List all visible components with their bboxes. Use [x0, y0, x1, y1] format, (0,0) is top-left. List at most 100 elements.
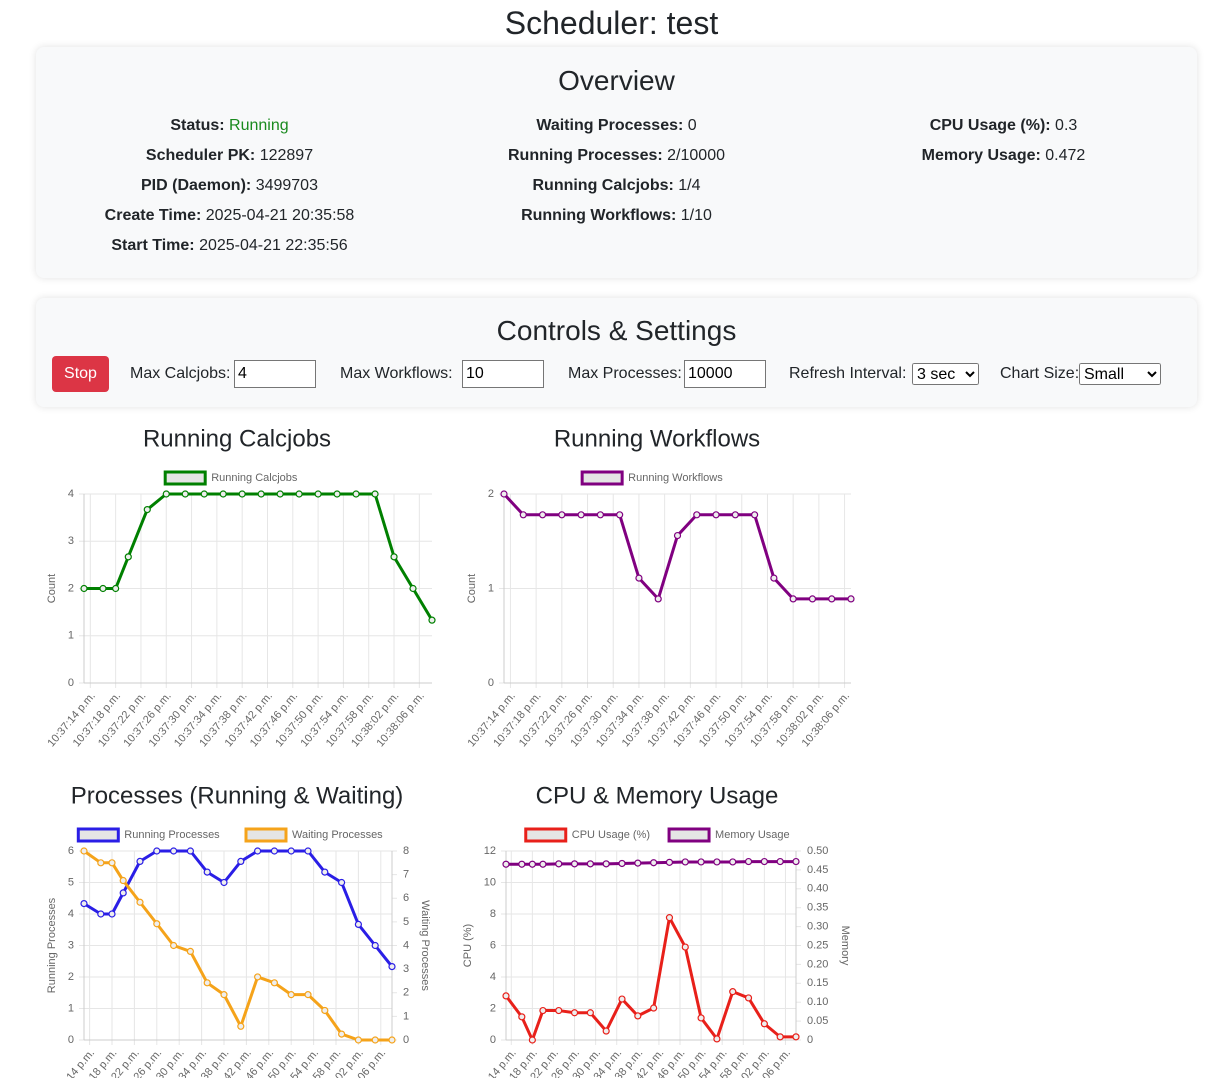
overview-column: Status: Running Scheduler PK: 122897 PID (…: [36, 111, 423, 261]
max-workflows-input[interactable]: [462, 360, 544, 388]
data-point: [112, 584, 120, 593]
y2-tick-label: 0.50: [807, 845, 828, 857]
data-point: [602, 1027, 610, 1035]
data-point: [528, 860, 536, 868]
field-label: Waiting Processes:: [536, 117, 684, 134]
data-point: [518, 1013, 526, 1021]
refresh-interval-select[interactable]: 3 sec: [912, 363, 979, 385]
series-line: [84, 492, 434, 621]
data-point: [616, 511, 624, 519]
y-axis-title: Count: [466, 574, 478, 603]
overview-row: Memory Usage: 0.472: [810, 141, 1197, 171]
data-point: [270, 847, 278, 855]
data-point: [558, 511, 566, 519]
y2-tick-label: 0: [403, 1034, 409, 1046]
max-calcjobs-input[interactable]: [234, 360, 316, 388]
data-point: [108, 859, 116, 867]
data-point: [539, 1006, 547, 1015]
select-wrap: 3 sec: [912, 356, 979, 392]
data-point: [203, 979, 211, 987]
data-point: [729, 858, 737, 866]
data-point: [119, 889, 127, 897]
chart-size-select[interactable]: Small: [1079, 363, 1161, 385]
y-axis-title: Count: [46, 574, 58, 603]
y-tick-label: 5: [68, 876, 74, 888]
field-value: 0.3: [1055, 117, 1078, 134]
y-tick-label: 2: [68, 971, 74, 983]
y-tick-label: 2: [490, 1002, 496, 1014]
field-value: 1/10: [680, 207, 712, 224]
data-point: [693, 511, 701, 519]
y2-tick-label: 0.20: [807, 958, 828, 970]
overview-title: Overview: [558, 65, 675, 96]
data-point: [665, 914, 674, 922]
field-label: CPU Usage (%):: [929, 117, 1051, 134]
overview-row: Scheduler PK: 122897: [36, 141, 423, 171]
legend-swatch: [667, 827, 711, 843]
stop-wrap: Stop: [52, 356, 109, 392]
field-value: 122897: [259, 147, 314, 164]
data-point: [153, 920, 161, 928]
y-tick-label: 8: [490, 908, 496, 920]
data-point: [124, 553, 132, 561]
data-point: [220, 991, 228, 999]
field-value: 0: [687, 117, 697, 134]
data-point: [254, 973, 262, 981]
data-point: [789, 595, 797, 603]
data-point: [108, 910, 116, 918]
data-point: [237, 857, 245, 865]
field-label: PID (Daemon):: [141, 177, 252, 194]
control-label: Max Workflows:: [340, 365, 453, 382]
input-wrap: [462, 356, 544, 392]
series-line: [502, 492, 851, 601]
series-line: [83, 849, 394, 968]
legend-label: Running Workflows: [628, 472, 723, 484]
field-value: 3499703: [255, 177, 318, 194]
control-label: Max Calcjobs:: [130, 365, 231, 382]
data-point: [257, 490, 265, 498]
y2-tick-label: 2: [403, 987, 409, 999]
y2-tick-label: 0.35: [807, 902, 828, 914]
data-point: [681, 858, 689, 866]
overview-row: Running Processes: 2/10000: [423, 141, 810, 171]
overview-row: Running Workflows: 1/10: [423, 201, 810, 231]
data-point: [136, 898, 144, 906]
data-point: [792, 1033, 800, 1041]
data-point: [371, 1036, 379, 1044]
data-point: [371, 941, 379, 950]
y-axis-title: CPU (%): [462, 924, 474, 967]
control-label: Max Processes:: [568, 365, 682, 382]
y2-tick-label: 7: [403, 869, 409, 881]
data-point: [665, 858, 674, 866]
y2-tick-label: 6: [403, 892, 409, 904]
legend-swatch: [163, 470, 207, 486]
data-point: [712, 511, 720, 519]
data-point: [776, 857, 784, 866]
y-tick-label: 1: [68, 1002, 74, 1014]
y2-tick-label: 8: [403, 845, 409, 857]
data-point: [635, 574, 643, 582]
data-point: [634, 859, 642, 867]
y-tick-label: 2: [68, 582, 74, 594]
data-point: [200, 490, 208, 498]
data-point: [333, 490, 341, 498]
data-point: [519, 511, 527, 519]
data-point: [203, 868, 211, 876]
data-point: [304, 847, 312, 855]
max-processes-input[interactable]: [684, 360, 766, 388]
legend-label: Memory Usage: [715, 829, 790, 841]
legend-label: Waiting Processes: [292, 829, 383, 841]
data-point: [354, 1036, 362, 1044]
data-point: [650, 859, 658, 867]
legend-swatch: [76, 827, 120, 843]
data-point: [634, 1012, 642, 1020]
y2-tick-label: 5: [403, 916, 409, 928]
data-point: [287, 847, 295, 855]
controls-panel: Controls & Settings Stop Max Calcjobs: M…: [36, 298, 1197, 407]
page-title: Scheduler: test: [504, 5, 719, 41]
stop-button[interactable]: Stop: [52, 356, 109, 392]
y2-tick-label: 0: [807, 1034, 813, 1046]
y-tick-label: 10: [484, 876, 496, 888]
data-point: [97, 859, 105, 867]
